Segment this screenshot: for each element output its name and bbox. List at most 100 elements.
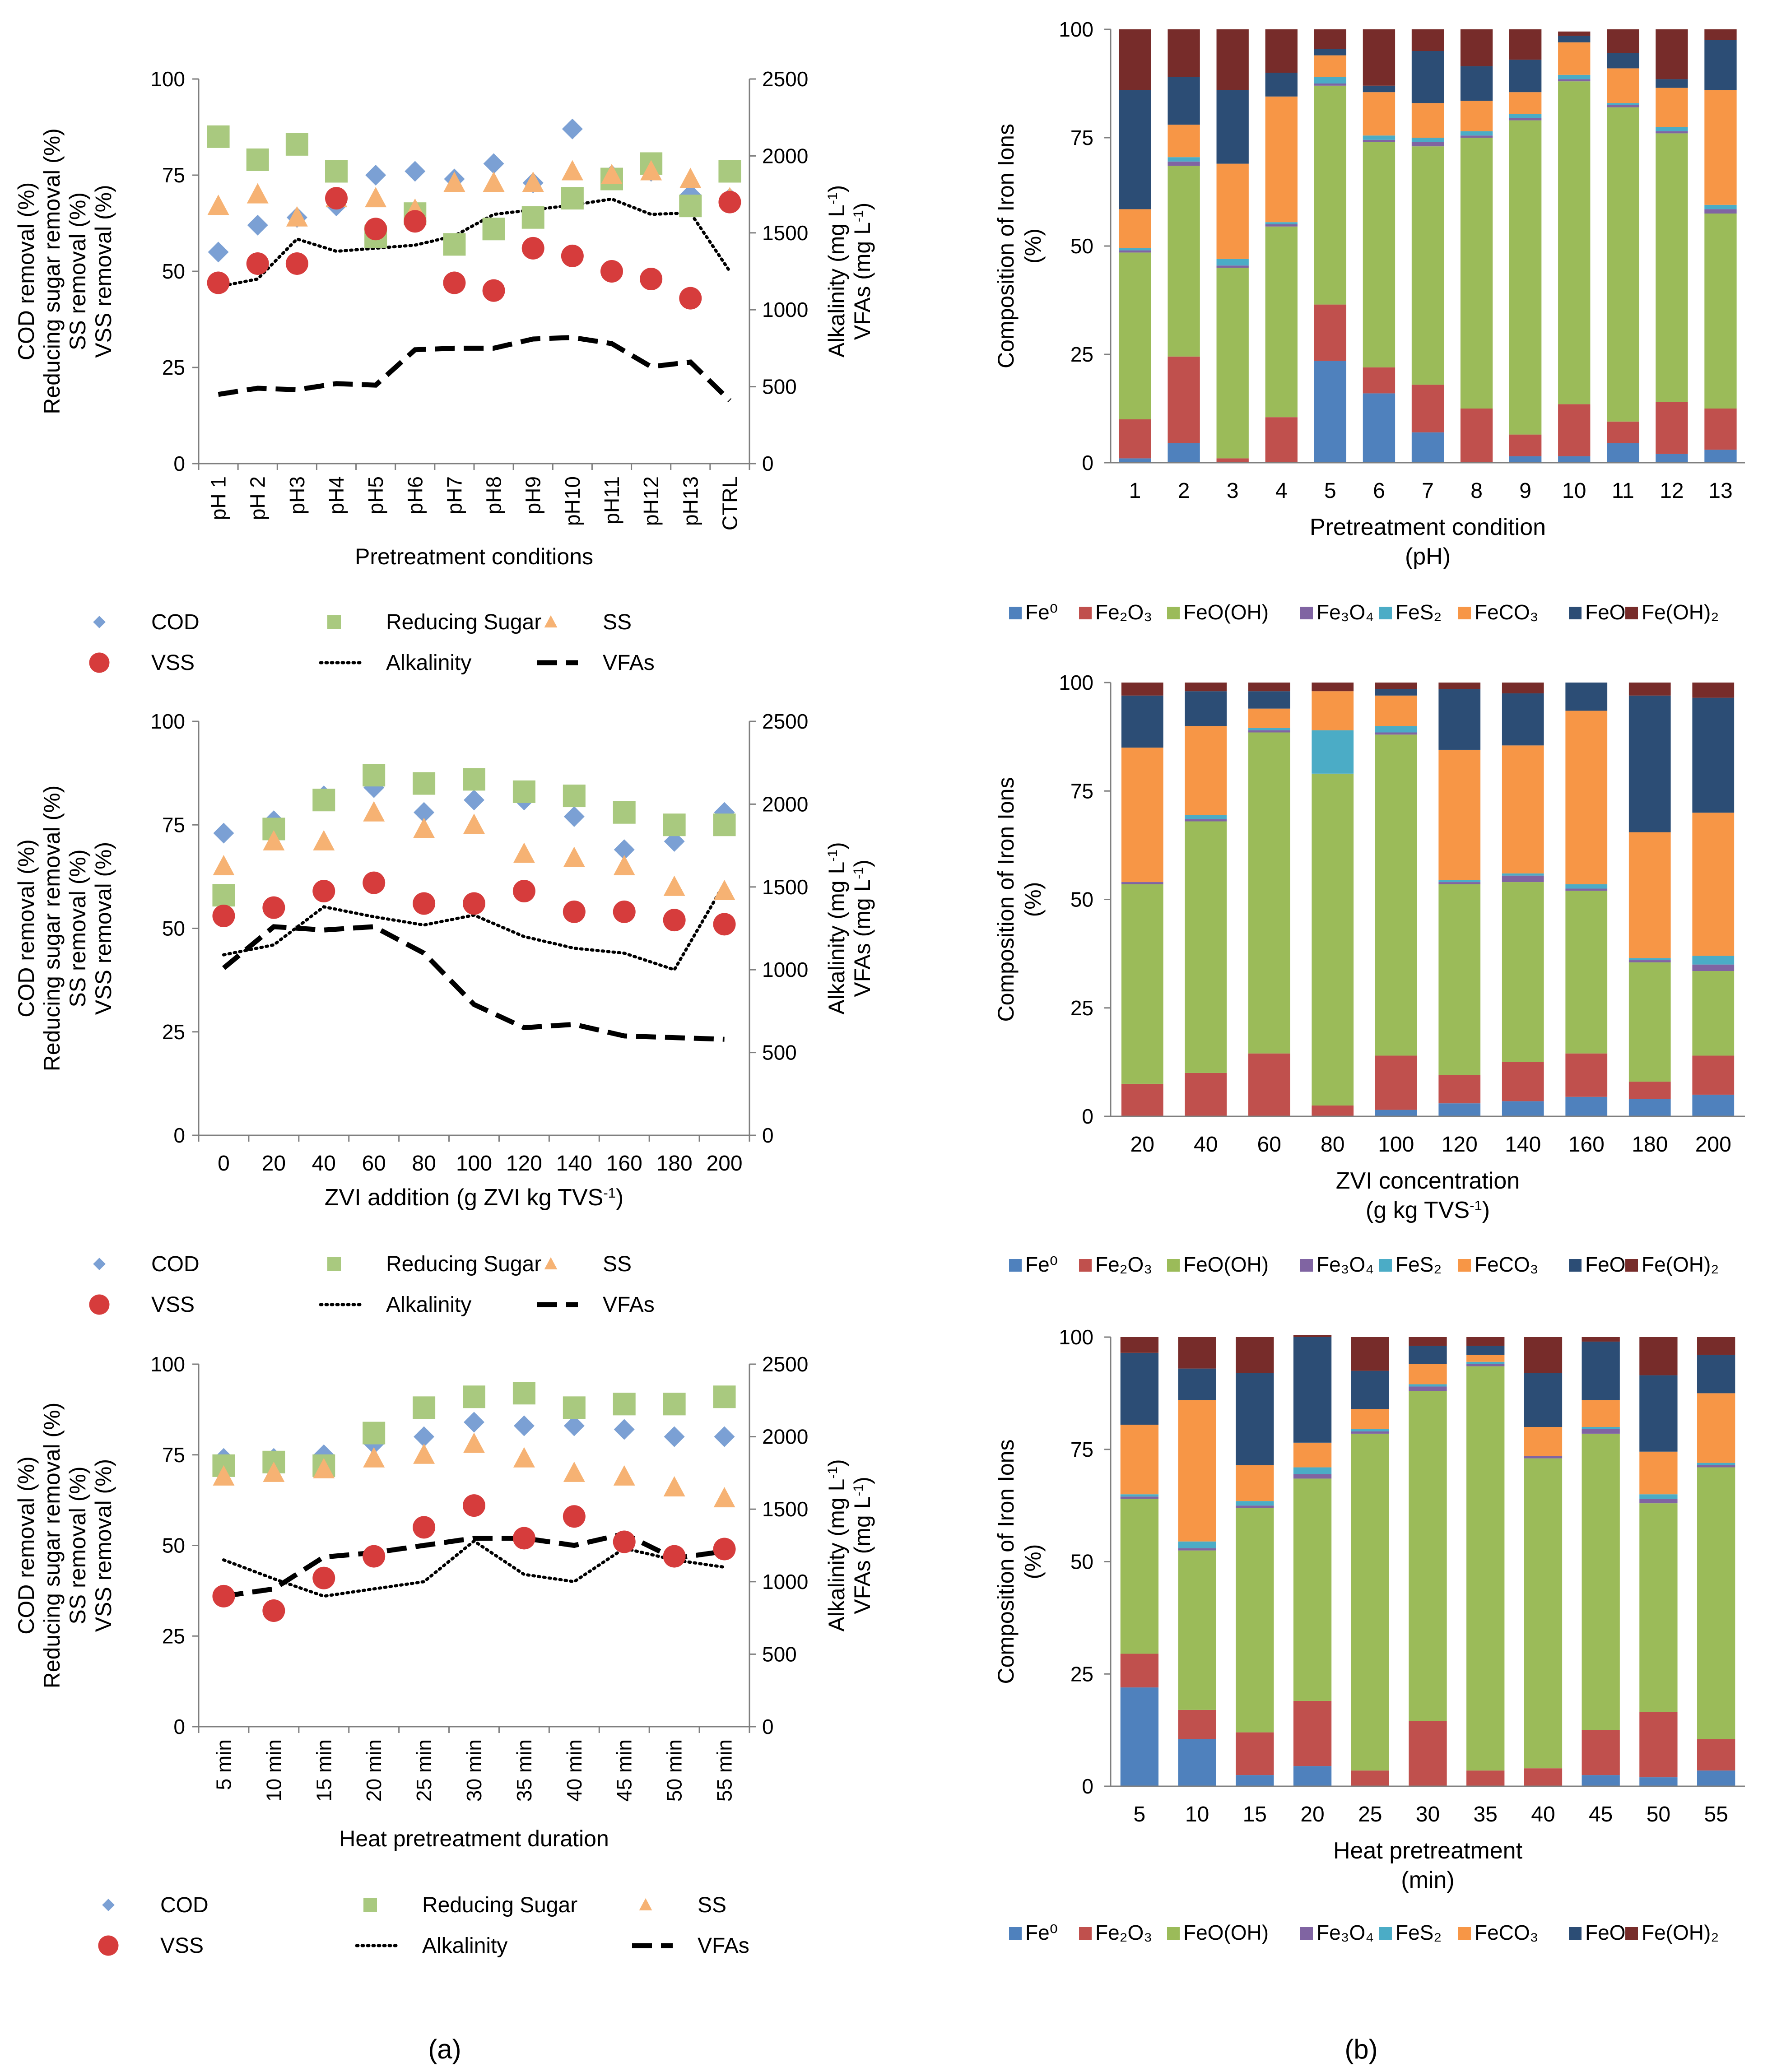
x-tick-label: 45 min	[613, 1739, 636, 1802]
legend-label: Alkalinity	[422, 1934, 507, 1958]
bar-segment	[1558, 36, 1591, 42]
bar-segment	[1216, 90, 1249, 164]
x-tick-label: 40	[312, 1152, 336, 1175]
y-tick-label: 50	[162, 260, 185, 283]
bar-segment	[1607, 68, 1639, 103]
x-axis-title: ZVI addition (g ZVI kg TVS-1)	[325, 1185, 623, 1211]
bar-segment	[1351, 1370, 1389, 1409]
x-tick-label: pH 2	[246, 476, 270, 520]
stacked-bar-chart-b2: 20 40 60 80 100 120 140 160 180 200 0 25 50 75 100 Comp…	[993, 671, 1745, 1276]
legend-marker	[93, 1258, 106, 1270]
data-point-ss	[313, 830, 335, 850]
bar-segment	[1704, 409, 1737, 450]
bar-segment	[1582, 1400, 1620, 1427]
data-point-reducing-sugar	[713, 1385, 736, 1408]
x-tick-label: pH6	[403, 476, 427, 514]
bar-segment	[1178, 1337, 1216, 1369]
bar-segment	[1293, 1335, 1332, 1337]
legend-swatch	[1625, 1927, 1638, 1940]
data-point-reducing-sugar	[363, 1422, 386, 1445]
legend-swatch	[1009, 1259, 1022, 1272]
bar-segment	[1692, 683, 1735, 698]
legend-swatch	[1300, 607, 1313, 619]
legend-swatch	[1079, 1927, 1092, 1940]
bar-segment	[1607, 53, 1639, 69]
bar-segment	[1314, 55, 1347, 77]
left-axis-title: COD removal (%)	[14, 1456, 39, 1634]
x-tick-label: 5	[1134, 1803, 1146, 1826]
legend-label: FeO	[1585, 1921, 1625, 1944]
bar-segment	[1236, 1732, 1274, 1775]
data-point-vss	[364, 218, 387, 241]
y-tick-label: 75	[1070, 1438, 1093, 1461]
data-point-cod	[614, 1419, 635, 1440]
bar-segment	[1607, 105, 1639, 107]
data-point-cod	[464, 790, 484, 811]
x-tick-label: 4	[1275, 479, 1288, 503]
bar-segment	[1265, 222, 1298, 224]
bar-segment	[1293, 1700, 1332, 1766]
legend-label: Fe₂O₃	[1095, 1253, 1152, 1276]
x-tick-label: 20	[1300, 1803, 1324, 1826]
bar-segment	[1460, 66, 1493, 101]
legend-label: Fe₂O₃	[1095, 600, 1152, 624]
legend-label: Fe(OH)₂	[1642, 1921, 1719, 1944]
legend-marker	[544, 615, 558, 627]
bar-segment	[1704, 209, 1737, 214]
legend-label: FeS₂	[1396, 600, 1442, 624]
right-axis-title: VFAs (mg L-1)	[850, 1477, 875, 1614]
bar-segment	[1524, 1458, 1563, 1769]
x-tick-label: 7	[1422, 479, 1434, 503]
bar-segment	[1524, 1337, 1563, 1373]
data-point-ss	[663, 875, 685, 896]
y-tick-label: 25	[162, 356, 185, 379]
bar-segment	[1293, 1442, 1332, 1468]
right-axis-title: VFAs (mg L-1)	[850, 859, 875, 997]
bar-segment	[1628, 1099, 1671, 1116]
bar-segment	[1248, 1053, 1290, 1116]
data-point-reducing-sugar	[246, 148, 269, 171]
legend-swatch	[1458, 1927, 1471, 1940]
left-axis-title: Reducing sugar removal (%)	[39, 785, 65, 1072]
y2-tick-label: 2500	[762, 1352, 808, 1376]
series-line-alkalinity	[222, 882, 726, 972]
bar-segment	[1558, 42, 1591, 75]
data-point-ss	[363, 801, 385, 822]
bar-segment	[1185, 1073, 1227, 1116]
x-tick-label: 10	[1562, 479, 1586, 503]
bar-segment	[1704, 40, 1737, 90]
data-point-vss	[679, 287, 702, 310]
bar-segment	[1438, 749, 1481, 880]
data-point-ss	[679, 167, 702, 188]
bar-segment	[1363, 92, 1396, 136]
bar-segment	[1582, 1427, 1620, 1429]
data-point-ss	[563, 1461, 585, 1482]
x-tick-label: 13	[1708, 479, 1732, 503]
bar-segment	[1438, 884, 1481, 1075]
x-axis-title: Heat pretreatment	[1333, 1838, 1523, 1864]
bar-segment	[1582, 1337, 1620, 1342]
bar-segment	[1236, 1508, 1274, 1733]
bar-segment	[1607, 443, 1639, 463]
data-point-ss	[522, 172, 544, 192]
bar-segment	[1119, 29, 1151, 90]
x-tick-label: 40	[1194, 1133, 1218, 1157]
data-point-reducing-sugar	[521, 206, 544, 229]
data-point-reducing-sugar	[512, 780, 535, 803]
data-point-reducing-sugar	[663, 1393, 686, 1416]
legend-swatch	[1167, 607, 1180, 619]
y2-tick-label: 2500	[762, 67, 808, 91]
x-tick-label: pH8	[482, 476, 506, 514]
bar-segment	[1502, 693, 1544, 746]
y-tick-label: 0	[173, 452, 185, 475]
data-point-vss	[713, 913, 736, 936]
x-tick-label: 55	[1704, 1803, 1728, 1826]
data-point-vss	[262, 1599, 285, 1622]
panel-label-a: (a)	[428, 2034, 461, 2064]
bar-segment	[1509, 456, 1542, 463]
right-axis-title: Alkalinity (mg L-1)	[824, 842, 849, 1014]
right-axis-title: Alkalinity (mg L-1)	[824, 1459, 849, 1631]
bar-segment	[1409, 1721, 1447, 1786]
bar-segment	[1607, 29, 1639, 53]
